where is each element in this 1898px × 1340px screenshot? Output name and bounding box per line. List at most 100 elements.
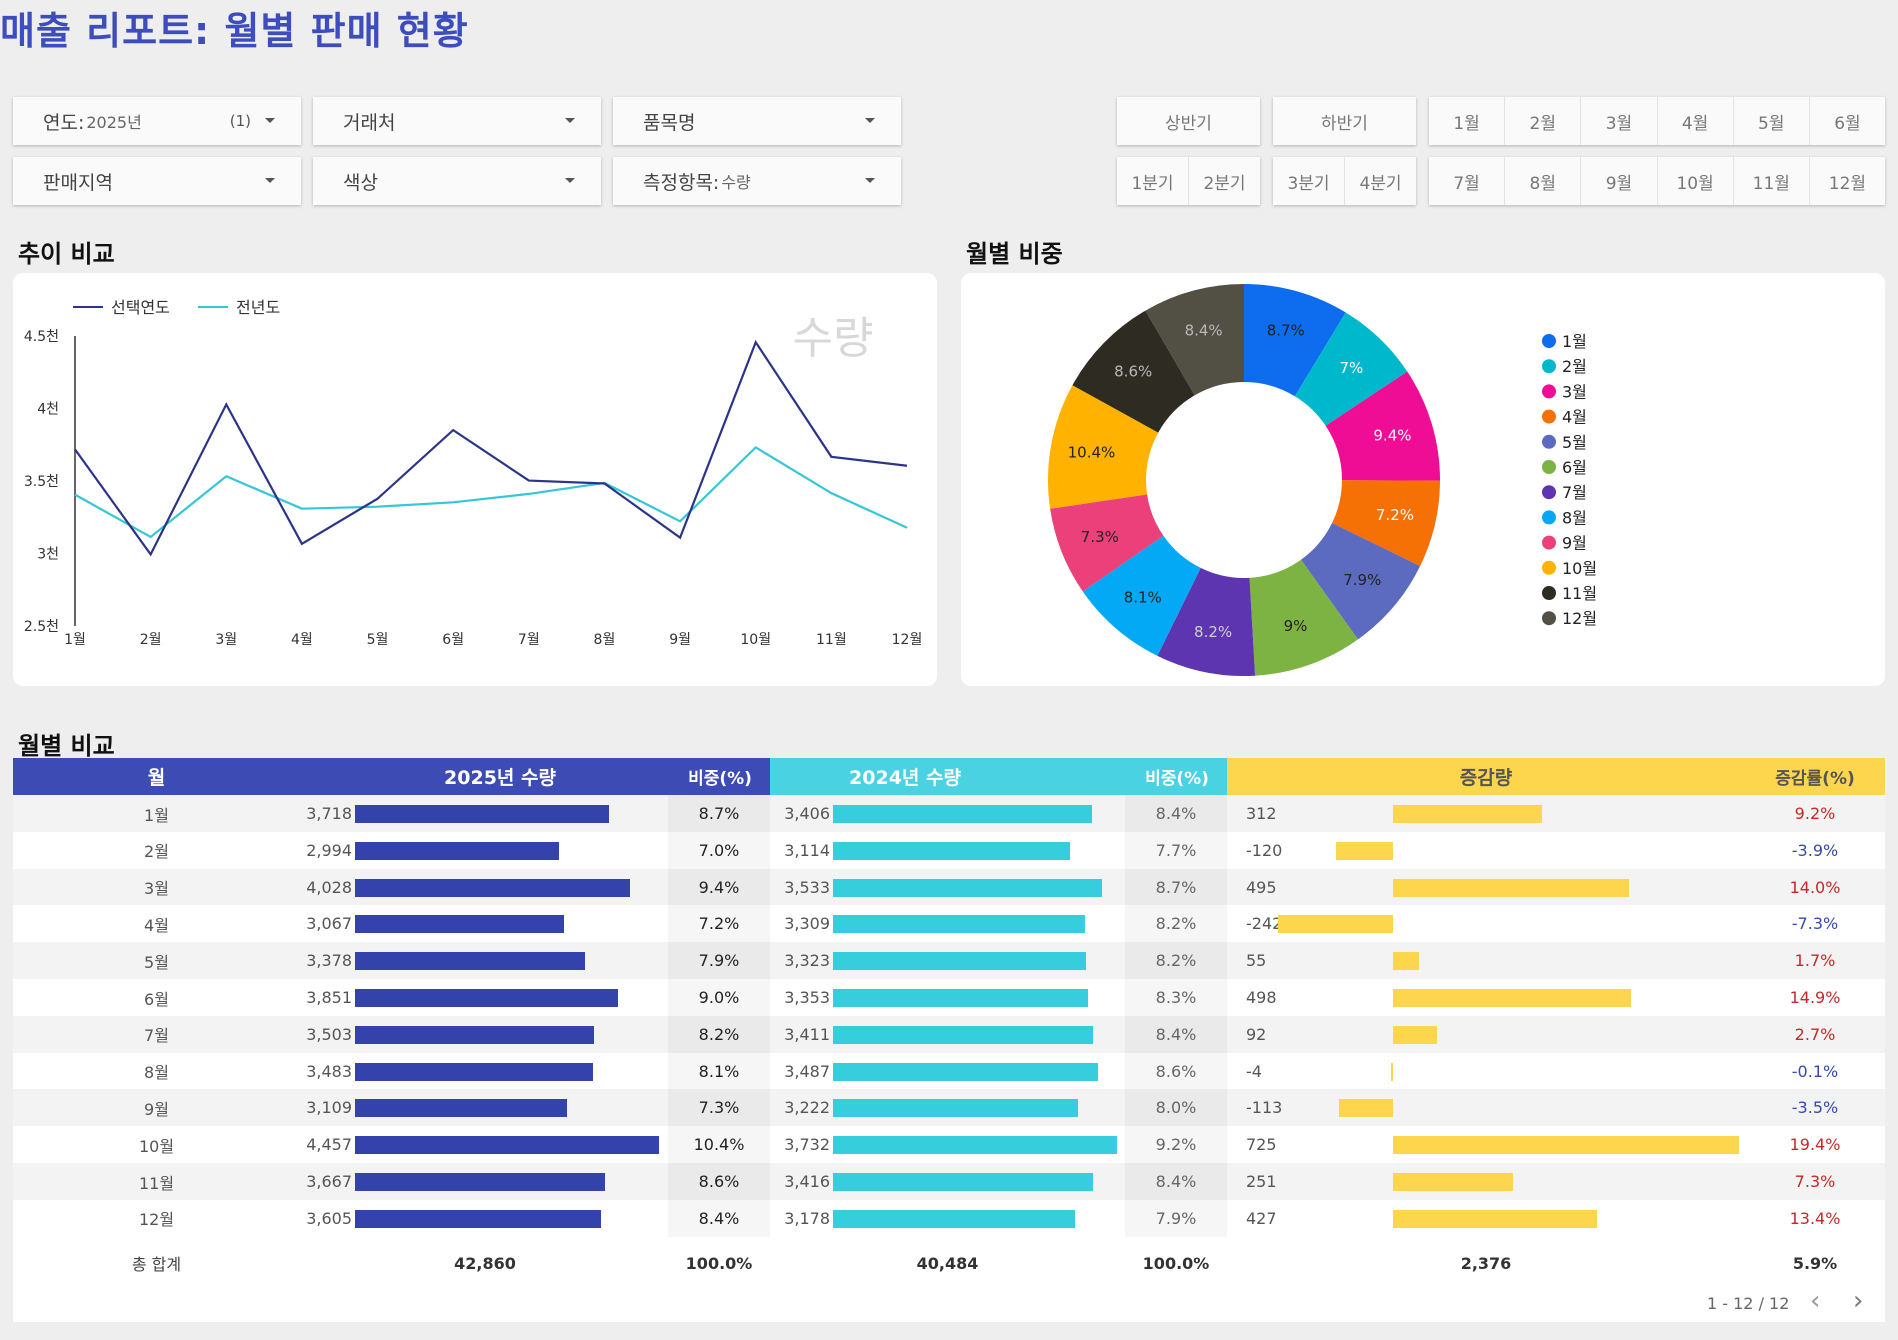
table-row: 11월 3,667 8.6% 3,416 8.4% 251 7.3% [13, 1163, 1885, 1200]
legend-dot [1542, 460, 1556, 474]
color-filter[interactable]: 색상 [313, 157, 601, 205]
pie-slice-label: 8.4% [1185, 321, 1223, 339]
year-filter[interactable]: 연도: 2025년 (1) [13, 97, 301, 145]
month-button[interactable]: 6월 [1834, 113, 1861, 134]
cur-bar [355, 1062, 593, 1081]
month-cell: 12월 [138, 1210, 175, 1230]
diff-value-cell: 55 [1246, 951, 1267, 971]
rate-cell: 14.9% [1789, 988, 1841, 1007]
cur-bar [355, 952, 586, 971]
prev-value-cell: 3,411 [784, 1024, 830, 1044]
cur-value-cell: 2,994 [306, 840, 352, 860]
month-button[interactable]: 7월 [1429, 157, 1506, 205]
month-button[interactable]: 3월 [1581, 97, 1658, 145]
header-cur-share: 비중(%) [688, 769, 752, 789]
cur-share-cell: 7.9% [668, 942, 770, 979]
month-button[interactable]: 8월 [1505, 157, 1582, 205]
month-cell: 5월 [144, 952, 169, 972]
first-half-button[interactable]: 상반기 [1165, 113, 1212, 134]
item-filter[interactable]: 품목명 [613, 97, 901, 145]
caret-down-icon [265, 178, 275, 183]
pie-slice [1332, 480, 1440, 567]
cur-bar [355, 989, 618, 1007]
region-filter[interactable]: 판매지역 [13, 157, 301, 205]
legend-dot [1542, 510, 1556, 525]
cur-value-cell: 3,109 [306, 1098, 352, 1118]
table-row: 3월 4,028 9.4% 3,533 8.7% 495 14.0% [13, 868, 1885, 906]
prev-bar [833, 1136, 1117, 1155]
metric-filter[interactable]: 측정항목: 수량 [613, 157, 901, 205]
filter-value: 수량 [721, 173, 751, 192]
legend-label: 1월 [1562, 332, 1587, 351]
prev-value-cell: 3,222 [784, 1098, 830, 1118]
chevron-left-icon[interactable]: ‹ [1810, 1286, 1821, 1316]
cur-value-cell: 3,378 [306, 951, 352, 971]
header-prev-share: 비중(%) [1145, 769, 1209, 789]
q2-button[interactable]: 2분기 [1203, 173, 1246, 194]
totals-rate: 5.9% [1792, 1253, 1838, 1273]
filter-label: 연도: [43, 111, 85, 134]
prev-share-cell: 8.3% [1125, 979, 1227, 1016]
cur-value-cell: 4,457 [306, 1135, 352, 1155]
pie-slice-label: 9.4% [1373, 426, 1411, 444]
month-button[interactable]: 2월 [1505, 97, 1582, 145]
diff-value-cell: 498 [1246, 988, 1277, 1007]
filter-count: (1) [229, 112, 251, 130]
prev-share-cell: 7.7% [1125, 832, 1227, 869]
diff-bar [1393, 952, 1420, 971]
pie-slice [1082, 535, 1201, 656]
prev-share-cell: 8.4% [1125, 1016, 1227, 1053]
totals-cur-share: 100.0% [685, 1253, 753, 1273]
filter-label: 측정항목: [643, 171, 720, 194]
diff-value-cell: -120 [1246, 840, 1283, 860]
q1-button[interactable]: 1분기 [1117, 157, 1189, 205]
prev-share-cell: 8.4% [1125, 1163, 1227, 1200]
month-button[interactable]: 4월 [1658, 97, 1734, 145]
client-filter[interactable]: 거래처 [313, 97, 601, 145]
month-button[interactable]: 1월 [1429, 97, 1506, 145]
pie-slice [1048, 385, 1159, 509]
legend-label: 11월 [1562, 584, 1597, 603]
header-prev: 2024년 수량 [849, 767, 961, 789]
month-button[interactable]: 9월 [1581, 157, 1658, 205]
prev-share-cell: 8.6% [1125, 1053, 1227, 1090]
cur-bar [355, 1173, 606, 1191]
month-cell: 9월 [144, 1099, 169, 1119]
prev-bar [833, 805, 1093, 823]
legend-label: 7월 [1562, 483, 1587, 502]
prev-share-cell: 8.2% [1125, 942, 1227, 979]
pie-slice-label: 8.7% [1267, 322, 1305, 340]
legend-dot [1542, 611, 1556, 626]
q3-button[interactable]: 3분기 [1273, 157, 1345, 205]
q4-button[interactable]: 4분기 [1359, 173, 1402, 194]
month-cell: 11월 [138, 1173, 175, 1193]
pager-text: 1 - 12 / 12 [1707, 1294, 1790, 1313]
month-cell: 8월 [144, 1063, 169, 1083]
filter-label: 색상 [343, 171, 378, 194]
chevron-right-icon[interactable]: › [1853, 1286, 1864, 1316]
month-cell: 3월 [144, 879, 169, 899]
series-line-previous [74, 445, 908, 539]
header-rate: 증감률(%) [1775, 769, 1855, 789]
cur-bar [355, 1209, 601, 1228]
rate-cell: 1.7% [1794, 951, 1836, 971]
month-button[interactable]: 11월 [1734, 157, 1810, 205]
second-half-group: 하반기 [1273, 97, 1416, 145]
rate-cell: 2.7% [1794, 1024, 1836, 1044]
share-chart-card: 8.7% 7% 9.4% 7.2% 7.9% 9% 8.2% 8.1% 7.3% 10.4% 8.6… [961, 273, 1885, 686]
diff-bar [1393, 1173, 1513, 1191]
filter-label: 품목명 [643, 111, 696, 134]
diff-value-cell: 725 [1246, 1135, 1277, 1155]
month-button[interactable]: 10월 [1658, 157, 1734, 205]
month-button[interactable]: 5월 [1734, 97, 1810, 145]
prev-value-cell: 3,487 [784, 1061, 830, 1081]
series-line-current [74, 339, 908, 557]
month-button[interactable]: 12월 [1828, 173, 1867, 194]
table-row: 8월 3,483 8.1% 3,487 8.6% -4 -0.1% [13, 1052, 1885, 1090]
diff-bar [1393, 1209, 1597, 1228]
prev-bar [833, 878, 1102, 897]
page-title: 매출 리포트: 월별 판매 현황 [0, 9, 469, 53]
prev-value-cell: 3,178 [784, 1208, 830, 1228]
month-group-2: 7월 8월 9월 10월 11월 12월 [1429, 157, 1885, 205]
second-half-button[interactable]: 하반기 [1321, 113, 1368, 134]
